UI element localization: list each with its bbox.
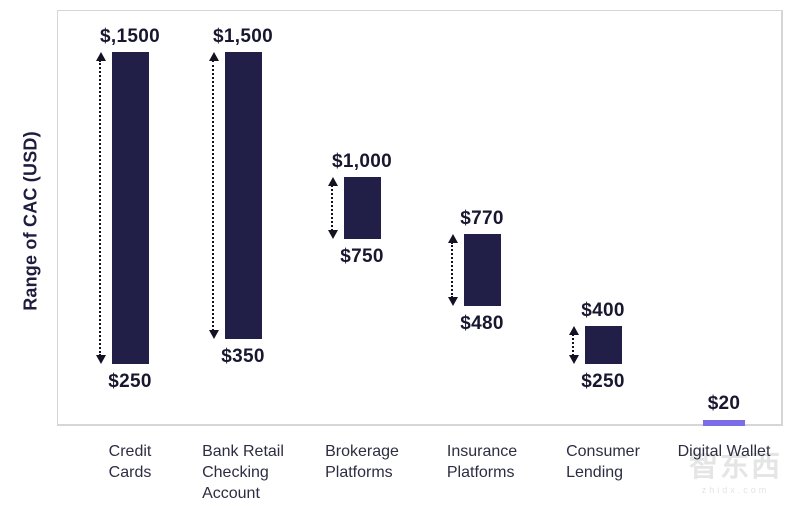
category-label-line: Credit — [108, 443, 152, 460]
arrow-up-icon — [95, 52, 106, 61]
arrow-up-icon — [327, 177, 338, 186]
chart-bar — [584, 326, 622, 364]
arrow-up-icon — [568, 326, 579, 335]
category-label-line: Cards — [108, 464, 152, 481]
chart-bar — [111, 52, 149, 364]
category-label: Brokerage Platforms — [325, 441, 399, 483]
arrow-dotted-line — [211, 60, 214, 331]
category-label: Bank Retail Checking Account — [202, 441, 284, 504]
arrow-down-icon — [447, 297, 458, 306]
arrow-down-icon — [568, 355, 579, 364]
category-label-line: Lending — [566, 464, 624, 481]
range-arrow — [95, 52, 106, 364]
arrow-dotted-line — [571, 334, 574, 356]
category-label-line: Platforms — [446, 464, 515, 481]
plot-area — [57, 10, 783, 426]
arrow-dotted-line — [330, 185, 333, 231]
accent-value-line — [703, 420, 745, 426]
category-label: Credit Cards — [109, 441, 152, 483]
category-label-line: Consumer — [566, 443, 640, 460]
max-value-label: $,1500 — [100, 26, 160, 47]
arrow-dotted-line — [98, 60, 101, 356]
min-value-label: $480 — [460, 313, 504, 334]
max-value-label: $1,500 — [213, 26, 273, 47]
arrow-down-icon — [208, 330, 219, 339]
watermark-domain: zhidx.com — [701, 485, 770, 495]
range-arrow — [447, 234, 458, 306]
category-label: Insurance Platforms — [447, 441, 517, 483]
arrow-down-icon — [327, 230, 338, 239]
range-arrow — [208, 52, 219, 339]
max-value-label: $1,000 — [332, 151, 392, 172]
chart-bar — [463, 234, 501, 306]
chart-bar — [343, 177, 381, 239]
arrow-up-icon — [208, 52, 219, 61]
category-label: Consumer Lending — [566, 441, 640, 483]
range-arrow — [327, 177, 338, 239]
category-label-line: Checking — [202, 464, 269, 481]
range-arrow — [568, 326, 579, 364]
max-value-label: $770 — [460, 208, 504, 229]
chart-bar — [224, 52, 262, 339]
category-label-line: Insurance — [446, 443, 518, 460]
min-value-label: $750 — [340, 246, 384, 267]
min-value-label: $350 — [221, 346, 265, 367]
y-axis-label-text: Range of CAC (USD) — [20, 131, 41, 311]
arrow-dotted-line — [450, 242, 453, 298]
y-axis-label: Range of CAC (USD) — [21, 131, 42, 311]
min-value-label: $250 — [581, 371, 625, 392]
category-label-line: Digital Wallet — [677, 443, 771, 460]
category-label-line: Platforms — [325, 464, 393, 481]
category-label-line: Brokerage — [325, 443, 399, 460]
category-label: Digital Wallet — [678, 441, 771, 462]
max-value-label: $400 — [581, 300, 625, 321]
category-label-line: Bank Retail — [202, 443, 284, 460]
category-label-line: Account — [202, 485, 260, 502]
max-value-label: $20 — [707, 393, 741, 414]
arrow-up-icon — [447, 234, 458, 243]
min-value-label: $250 — [108, 371, 152, 392]
arrow-down-icon — [95, 355, 106, 364]
